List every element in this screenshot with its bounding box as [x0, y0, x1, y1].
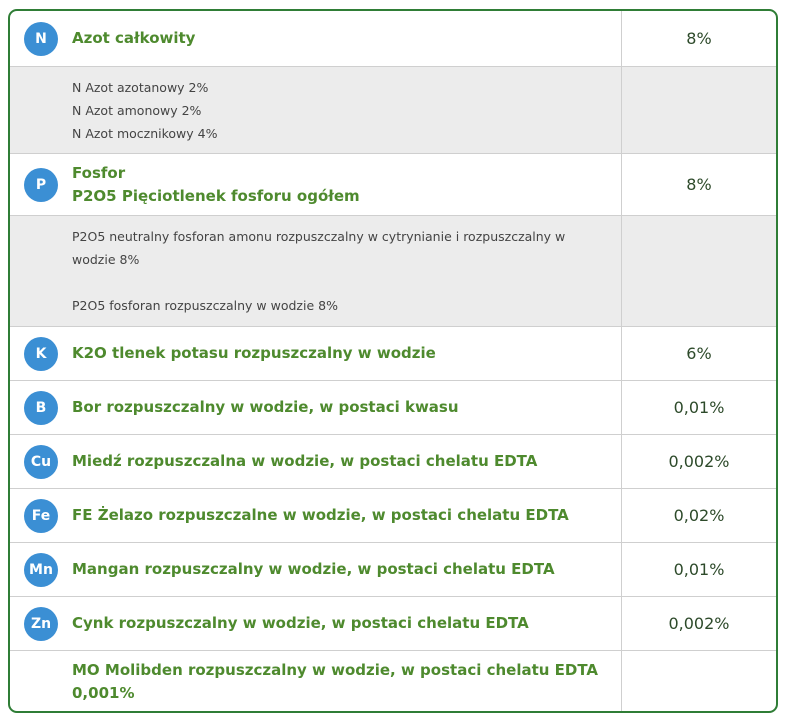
empty-value-cell — [622, 216, 776, 326]
table-row-iron: Fe FE Żelazo rozpuszczalne w wodzie, w p… — [10, 489, 776, 543]
details-cell: P2O5 neutralny fosforan amonu rozpuszcza… — [10, 216, 622, 326]
detail-line: P2O5 fosforan rozpuszczalny w wodzie 8% — [72, 298, 338, 313]
details-cell: N Azot azotanowy 2% N Azot amonowy 2% N … — [10, 67, 622, 153]
nutrient-label: 0,001% — [72, 684, 135, 702]
nutrient-value: 0,01% — [673, 560, 725, 579]
nutrient-label: P2O5 Pięciotlenek fosforu ogółem — [72, 186, 360, 205]
element-badge-cu: Cu — [24, 444, 58, 479]
nutrient-value: 0,002% — [668, 452, 730, 471]
nutrient-label: Bor rozpuszczalny w wodzie, w postaci kw… — [72, 398, 459, 416]
table-row-nitrogen-details: N Azot azotanowy 2% N Azot amonowy 2% N … — [10, 67, 776, 154]
element-badge-n: N — [24, 21, 58, 56]
table-row-potassium: K K2O tlenek potasu rozpuszczalny w wodz… — [10, 327, 776, 381]
element-badge-k: K — [24, 336, 58, 371]
table-row-boron: B Bor rozpuszczalny w wodzie, w postaci … — [10, 381, 776, 435]
nutrient-value: 6% — [686, 344, 712, 363]
nutrient-value: 8% — [686, 29, 712, 48]
nutrient-cell: P Fosfor P2O5 Pięciotlenek fosforu ogółe… — [10, 154, 622, 215]
table-row-zinc: Zn Cynk rozpuszczalny w wodzie, w postac… — [10, 597, 776, 651]
nutrient-cell: N Azot całkowity — [10, 11, 622, 66]
nutrient-label: Miedź rozpuszczalna w wodzie, w postaci … — [72, 452, 538, 470]
detail-line: P2O5 neutralny fosforan amonu rozpuszcza… — [72, 229, 566, 244]
nutrient-cell: Fe FE Żelazo rozpuszczalne w wodzie, w p… — [10, 489, 622, 542]
nutrient-cell: B Bor rozpuszczalny w wodzie, w postaci … — [10, 381, 622, 434]
nutrient-cell: Zn Cynk rozpuszczalny w wodzie, w postac… — [10, 597, 622, 650]
table-row-phosphorus-details: P2O5 neutralny fosforan amonu rozpuszcza… — [10, 216, 776, 327]
table-row-manganese: Mn Mangan rozpuszczalny w wodzie, w post… — [10, 543, 776, 597]
nutrient-value: 0,01% — [673, 398, 725, 417]
element-badge-zn: Zn — [24, 606, 58, 641]
table-row-phosphorus: P Fosfor P2O5 Pięciotlenek fosforu ogółe… — [10, 154, 776, 216]
detail-line: N Azot amonowy 2% — [72, 102, 202, 118]
nutrient-label: Cynk rozpuszczalny w wodzie, w postaci c… — [72, 614, 529, 632]
nutrient-value: 0,02% — [673, 506, 725, 525]
element-badge-b: B — [24, 390, 58, 425]
nutrient-label: MO Molibden rozpuszczalny w wodzie, w po… — [72, 661, 599, 679]
nutrient-value: 0,002% — [668, 614, 730, 633]
nutrient-value: 8% — [686, 175, 712, 194]
table-row-molybdenum: MO Molibden rozpuszczalny w wodzie, w po… — [10, 651, 776, 711]
nutrient-cell: MO Molibden rozpuszczalny w wodzie, w po… — [10, 651, 622, 711]
nutrient-label: Azot całkowity — [72, 29, 196, 47]
nutrient-cell: K K2O tlenek potasu rozpuszczalny w wodz… — [10, 327, 622, 380]
table-row-nitrogen: N Azot całkowity 8% — [10, 11, 776, 67]
nutrient-label: Fosfor — [72, 163, 126, 182]
element-badge-p: P — [24, 167, 58, 202]
empty-value-cell — [622, 651, 776, 711]
detail-line: wodzie 8% — [72, 252, 140, 267]
detail-line: N Azot mocznikowy 4% — [72, 125, 218, 141]
nutrient-cell: Cu Miedź rozpuszczalna w wodzie, w posta… — [10, 435, 622, 488]
element-badge-fe: Fe — [24, 498, 58, 533]
nutrient-label: Mangan rozpuszczalny w wodzie, w postaci… — [72, 560, 555, 578]
nutrient-label: K2O tlenek potasu rozpuszczalny w wodzie — [72, 344, 436, 362]
nutrient-label: FE Żelazo rozpuszczalne w wodzie, w post… — [72, 506, 569, 524]
element-badge-mn: Mn — [24, 552, 58, 587]
empty-value-cell — [622, 67, 776, 153]
table-row-copper: Cu Miedź rozpuszczalna w wodzie, w posta… — [10, 435, 776, 489]
nutrient-cell: Mn Mangan rozpuszczalny w wodzie, w post… — [10, 543, 622, 596]
nutrient-table: N Azot całkowity 8% N Azot azotanowy 2% … — [8, 9, 778, 713]
detail-line: N Azot azotanowy 2% — [72, 79, 209, 95]
